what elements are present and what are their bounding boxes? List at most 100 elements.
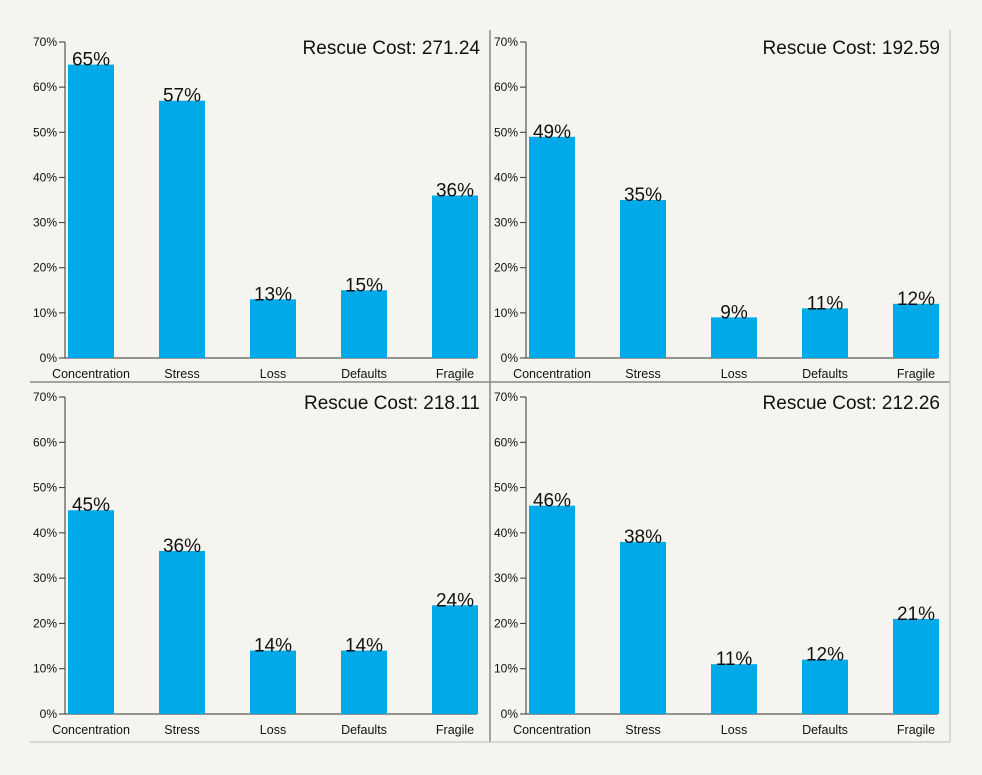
bar-fragile (893, 618, 939, 714)
bar-value-label: 57% (163, 86, 201, 107)
bar-value-label: 65% (72, 50, 110, 71)
bar-value-label: 13% (254, 284, 292, 305)
x-tick-label: Stress (625, 723, 660, 737)
x-tick-label: Defaults (341, 723, 387, 737)
bar-value-label: 35% (624, 185, 662, 206)
x-tick-label: Defaults (802, 367, 848, 381)
bar-value-label: 36% (163, 536, 201, 557)
bar-defaults (341, 290, 387, 358)
bar-value-label: 46% (533, 491, 571, 512)
panel-dividers (30, 30, 951, 743)
bar-value-label: 11% (807, 293, 844, 314)
bar-concentration (529, 505, 575, 714)
y-tick-label: 20% (494, 616, 518, 630)
chart-title: Rescue Cost: 218.11 (304, 393, 480, 414)
y-tick-label: 60% (494, 80, 518, 94)
y-tick-label: 10% (494, 306, 518, 320)
y-tick-label: 50% (494, 481, 518, 495)
y-tick-label: 10% (33, 662, 57, 676)
y-tick-label: 30% (494, 571, 518, 585)
y-tick-label: 20% (33, 261, 57, 275)
y-tick-label: 30% (33, 216, 57, 230)
y-tick-label: 70% (33, 390, 57, 404)
y-tick-label: 0% (40, 707, 58, 721)
x-tick-label: Concentration (513, 723, 591, 737)
y-tick-label: 10% (494, 662, 518, 676)
bar-loss (711, 664, 757, 714)
chart-title: Rescue Cost: 212.26 (763, 393, 940, 414)
y-tick-label: 60% (33, 435, 57, 449)
x-tick-label: Stress (625, 367, 660, 381)
bar-value-label: 14% (254, 636, 292, 657)
bar-concentration (529, 136, 575, 358)
x-tick-label: Fragile (436, 723, 474, 737)
x-tick-label: Loss (721, 367, 747, 381)
y-tick-label: 20% (494, 261, 518, 275)
bar-value-label: 21% (897, 604, 935, 625)
bar-defaults (802, 308, 848, 358)
bar-value-label: 36% (436, 180, 474, 201)
bar-value-label: 15% (345, 275, 383, 296)
bar-value-label: 12% (897, 289, 935, 310)
y-tick-label: 70% (494, 35, 518, 49)
y-tick-label: 10% (33, 306, 57, 320)
bar-fragile (893, 303, 939, 358)
chart-panel-bottom-right: 0% 10% 20% 30% 40% 50% 60% 70% Rescue Cost: 212.… (494, 390, 940, 737)
bar-value-label: 45% (72, 495, 110, 516)
bar-value-label: 49% (533, 122, 571, 143)
x-tick-label: Defaults (802, 723, 848, 737)
bar-fragile (432, 195, 478, 358)
y-tick-label: 40% (33, 526, 57, 540)
x-tick-label: Loss (260, 723, 286, 737)
bar-value-label: 11% (716, 649, 753, 670)
x-tick-label: Fragile (897, 367, 935, 381)
y-tick-label: 0% (40, 351, 58, 365)
x-tick-label: Defaults (341, 367, 387, 381)
x-tick-label: Concentration (52, 723, 130, 737)
y-tick-label: 60% (33, 80, 57, 94)
bar-stress (620, 200, 666, 358)
x-tick-label: Stress (164, 367, 199, 381)
bar-concentration (68, 64, 114, 359)
chart-title: Rescue Cost: 192.59 (763, 38, 940, 59)
y-tick-label: 0% (501, 707, 519, 721)
y-tick-label: 70% (494, 390, 518, 404)
bar-loss (711, 317, 757, 358)
chart-panel-top-right: 0% 10% 20% 30% 40% 50% 60% 70% Rescue Cost: 192.… (494, 35, 940, 381)
x-tick-label: Loss (721, 723, 747, 737)
bar-value-label: 38% (624, 527, 662, 548)
bar-concentration (68, 510, 114, 714)
y-tick-label: 40% (494, 170, 518, 184)
x-tick-label: Concentration (52, 367, 130, 381)
chart-panel-top-left: 0% 10% 20% 30% 40% 50% 60% 70% Rescue Cost: 271.… (33, 35, 480, 381)
y-tick-label: 20% (33, 616, 57, 630)
x-tick-label: Stress (164, 723, 199, 737)
x-tick-label: Loss (260, 367, 286, 381)
y-tick-label: 70% (33, 35, 57, 49)
x-tick-label: Fragile (436, 367, 474, 381)
y-tick-label: 30% (33, 571, 57, 585)
y-tick-label: 30% (494, 216, 518, 230)
chart-title: Rescue Cost: 271.24 (303, 38, 481, 59)
y-tick-label: 60% (494, 435, 518, 449)
y-tick-label: 50% (494, 125, 518, 139)
bar-defaults (341, 650, 387, 714)
y-tick-label: 50% (33, 125, 57, 139)
y-tick-label: 40% (33, 170, 57, 184)
x-tick-label: Fragile (897, 723, 935, 737)
bar-stress (159, 550, 205, 714)
y-tick-label: 0% (501, 351, 519, 365)
bar-value-label: 24% (436, 590, 474, 611)
chart-panel-bottom-left: 0% 10% 20% 30% 40% 50% 60% 70% Rescue Cost: 218.… (33, 390, 480, 737)
y-tick-label: 50% (33, 481, 57, 495)
bar-defaults (802, 659, 848, 714)
bar-loss (250, 299, 296, 358)
bar-loss (250, 650, 296, 714)
bar-value-label: 14% (345, 636, 383, 657)
y-tick-label: 40% (494, 526, 518, 540)
bar-fragile (432, 605, 478, 714)
bar-value-label: 12% (806, 645, 844, 666)
x-tick-label: Concentration (513, 367, 591, 381)
